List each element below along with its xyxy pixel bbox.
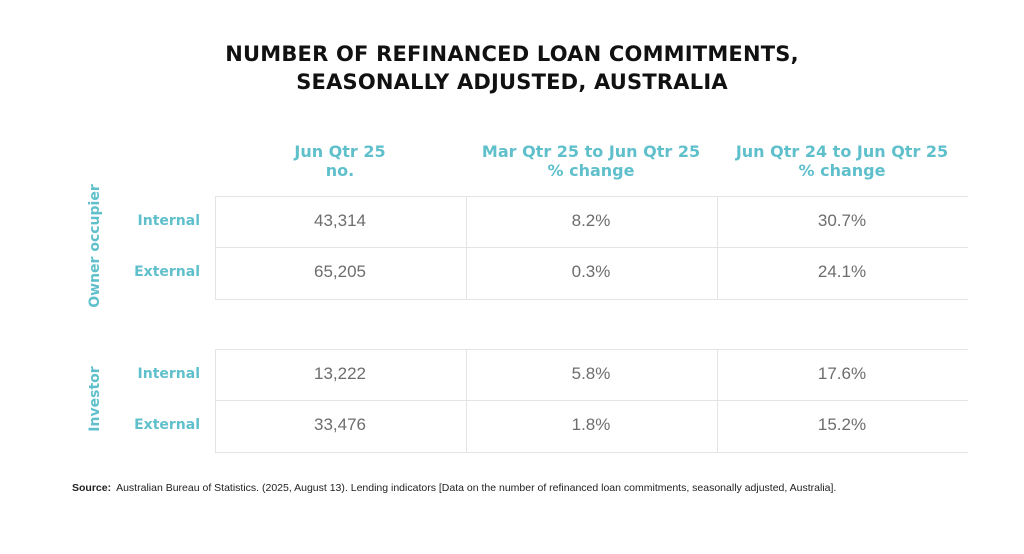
- gridline: [466, 196, 467, 300]
- source-text: Australian Bureau of Statistics. (2025, …: [116, 482, 837, 494]
- cell-investor-internal-quarterly-change: 5.8%: [571, 364, 611, 383]
- chart-title: NUMBER OF REFINANCED LOAN COMMITMENTS, S…: [0, 40, 1024, 96]
- cell-owner-external-quarterly-change: 0.3%: [571, 262, 611, 281]
- column-header-line-2: no.: [325, 161, 355, 180]
- table-owner-occupier: 43,314 8.2% 30.7% 65,205 0.3% 24.1%: [215, 196, 968, 300]
- column-header-annual-change: Jun Qtr 24 to Jun Qtr 25 % change: [717, 142, 967, 180]
- cell-investor-external-quarterly-change: 1.8%: [571, 415, 611, 434]
- cell-owner-internal-annual-change: 30.7%: [817, 211, 867, 230]
- group-label-investor: Investor: [87, 366, 103, 432]
- gridline: [717, 196, 718, 300]
- column-header-line-1: Jun Qtr 24 to Jun Qtr 25: [735, 142, 949, 161]
- gridline: [215, 349, 968, 350]
- cell-owner-internal-quarterly-change: 8.2%: [571, 211, 611, 230]
- group-label-owner-occupier: Owner occupier: [87, 184, 103, 308]
- source-label: Source:: [72, 482, 112, 494]
- cell-investor-internal-number: 13,222: [314, 364, 366, 383]
- source-note: Source: Australian Bureau of Statistics. …: [72, 482, 836, 494]
- gridline: [215, 349, 216, 453]
- row-label-investor-external: External: [134, 417, 200, 433]
- gridline: [215, 452, 968, 453]
- gridline: [466, 349, 467, 453]
- cell-owner-internal-number: 43,314: [314, 211, 366, 230]
- gridline: [215, 400, 968, 401]
- column-header-line-2: % change: [798, 161, 886, 180]
- cell-investor-external-number: 33,476: [314, 415, 366, 434]
- cell-owner-external-annual-change: 24.1%: [817, 262, 867, 281]
- gridline: [215, 247, 968, 248]
- column-header-line-2: % change: [547, 161, 635, 180]
- column-header-jun-qtr-25: Jun Qtr 25 no.: [215, 142, 465, 180]
- row-label-investor-internal: Internal: [137, 366, 200, 382]
- row-label-owner-external: External: [134, 264, 200, 280]
- cell-owner-external-number: 65,205: [314, 262, 366, 281]
- cell-investor-internal-annual-change: 17.6%: [817, 364, 867, 383]
- gridline: [215, 196, 968, 197]
- column-header-line-1: Mar Qtr 25 to Jun Qtr 25: [481, 142, 701, 161]
- chart-title-line-1: NUMBER OF REFINANCED LOAN COMMITMENTS,: [225, 42, 799, 66]
- gridline: [215, 196, 216, 300]
- column-header-quarterly-change: Mar Qtr 25 to Jun Qtr 25 % change: [466, 142, 716, 180]
- column-header-line-1: Jun Qtr 25: [294, 142, 386, 161]
- gridline: [215, 299, 968, 300]
- row-label-owner-internal: Internal: [137, 213, 200, 229]
- cell-investor-external-annual-change: 15.2%: [817, 415, 867, 434]
- table-investor: 13,222 5.8% 17.6% 33,476 1.8% 15.2%: [215, 349, 968, 453]
- gridline: [717, 349, 718, 453]
- chart-title-line-2: SEASONALLY ADJUSTED, AUSTRALIA: [296, 70, 728, 94]
